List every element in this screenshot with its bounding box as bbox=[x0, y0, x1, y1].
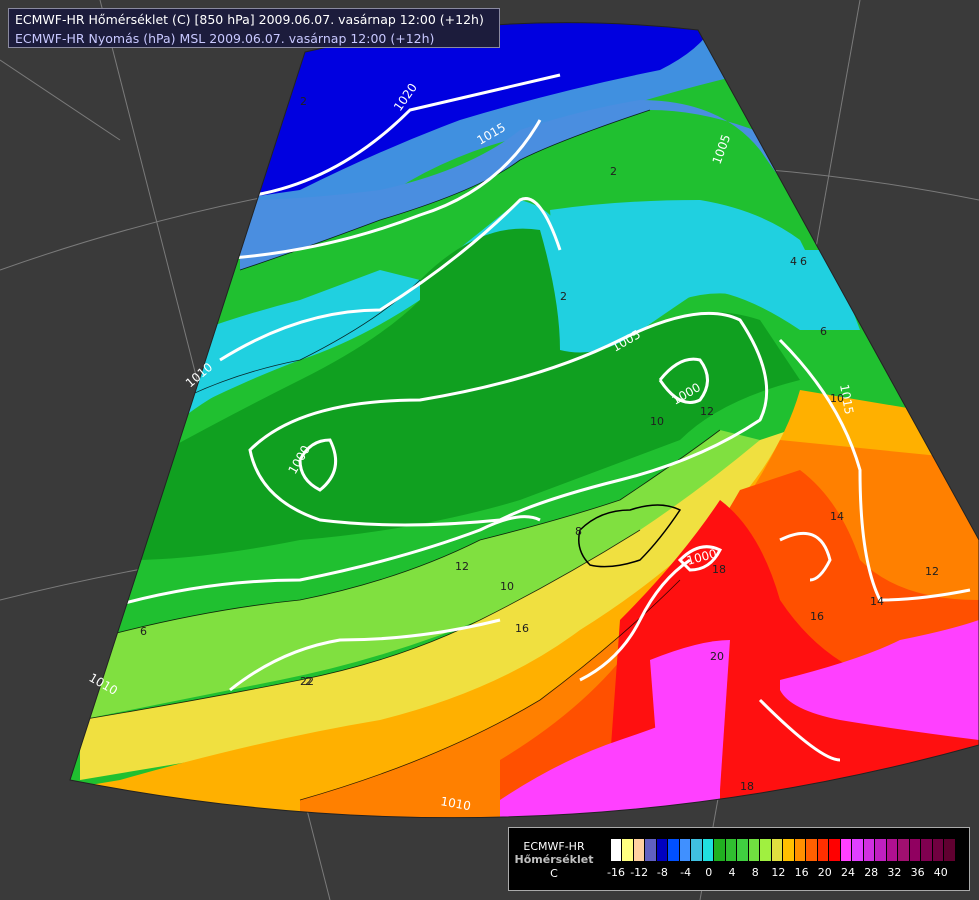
legend-swatch bbox=[829, 839, 841, 861]
isotherm-label: 2 bbox=[610, 165, 617, 178]
legend-tick-label: 20 bbox=[817, 866, 832, 879]
legend-swatch bbox=[794, 839, 806, 861]
legend-unit: C bbox=[550, 867, 558, 880]
legend-swatch bbox=[622, 839, 634, 861]
legend-swatch bbox=[840, 839, 852, 861]
legend-swatch bbox=[725, 839, 737, 861]
legend-tick-label: 24 bbox=[841, 866, 855, 879]
legend-swatch bbox=[806, 839, 818, 861]
isotherm-label: 12 bbox=[700, 405, 714, 418]
legend-variable: Hőmérséklet bbox=[514, 853, 594, 866]
legend-tick-label: 12 bbox=[771, 866, 786, 879]
isotherm-label: 14 bbox=[870, 595, 884, 608]
isotherm-label: 18 bbox=[740, 780, 754, 793]
legend-swatch bbox=[932, 839, 944, 861]
isotherm-label: 20 bbox=[710, 650, 724, 663]
legend-swatch bbox=[898, 839, 910, 861]
legend-swatch bbox=[691, 839, 703, 861]
legend-swatch bbox=[656, 839, 668, 861]
isotherm-label: 4 bbox=[790, 255, 797, 268]
legend-swatch bbox=[817, 839, 829, 861]
isotherm-label: 18 bbox=[712, 563, 726, 576]
color-legend: ECMWF-HR Hőmérséklet C -16 -12 -8 -4 0 4 8 12 16… bbox=[508, 827, 970, 891]
legend-swatch bbox=[909, 839, 921, 861]
legend-tick-label: -4 bbox=[680, 866, 692, 879]
legend-swatch bbox=[714, 839, 726, 861]
isobar-label: 1010 bbox=[439, 794, 472, 813]
isotherm-label: 6 bbox=[820, 325, 827, 338]
isotherm-label: 14 bbox=[830, 510, 844, 523]
legend-swatch bbox=[668, 839, 680, 861]
temperature-title: ECMWF-HR Hőmérséklet (C) [850 hPa] 2009.… bbox=[15, 12, 484, 27]
legend-swatches bbox=[599, 839, 956, 861]
isotherm-label: 2 bbox=[560, 290, 567, 303]
isotherm-label: 10 bbox=[650, 415, 664, 428]
legend-tick-label: 32 bbox=[887, 866, 902, 879]
isotherm-labels: 2 2 2 2 4 6 6 8 10 10 10 12 12 12 14 14 … bbox=[140, 95, 939, 793]
legend-swatch bbox=[748, 839, 760, 861]
legend-tick-label: -12 bbox=[630, 866, 649, 879]
legend-swatch bbox=[771, 839, 783, 861]
legend-swatch bbox=[679, 839, 691, 861]
legend-tick-label: 8 bbox=[751, 866, 759, 879]
isobar-label: 1015 bbox=[837, 383, 856, 416]
legend-swatch bbox=[702, 839, 714, 861]
isotherm-label: 12 bbox=[925, 565, 939, 578]
legend-swatch bbox=[852, 839, 864, 861]
isotherm-label: 10 bbox=[500, 580, 514, 593]
legend-swatch bbox=[783, 839, 795, 861]
legend-tick-label: 0 bbox=[705, 866, 713, 879]
legend-swatch bbox=[599, 839, 611, 861]
legend-tick-label: -8 bbox=[656, 866, 668, 879]
isotherm-label: 12 bbox=[455, 560, 469, 573]
legend-model: ECMWF-HR bbox=[523, 840, 585, 853]
isotherm-label: 6 bbox=[140, 625, 147, 638]
legend-swatch bbox=[737, 839, 749, 861]
legend-swatch bbox=[875, 839, 887, 861]
isotherm-label: 16 bbox=[515, 622, 529, 635]
legend-swatch bbox=[944, 839, 956, 861]
isotherm-label: 6 bbox=[800, 255, 807, 268]
legend-swatch bbox=[921, 839, 933, 861]
legend-swatch bbox=[760, 839, 772, 861]
legend-swatch bbox=[610, 839, 622, 861]
map-title-box: ECMWF-HR Hőmérséklet (C) [850 hPa] 2009.… bbox=[8, 8, 500, 48]
legend-tick-label: 28 bbox=[864, 866, 879, 879]
isotherm-label: 22 bbox=[300, 675, 314, 688]
isotherm-label: 2 bbox=[300, 95, 307, 108]
legend-tick-label: 40 bbox=[933, 866, 948, 879]
isotherm-label: 2 bbox=[305, 675, 312, 688]
isotherm-label: 10 bbox=[830, 392, 844, 405]
legend-ticks: -16 -12 -8 -4 0 4 8 12 16 20 24 28 32 36 40 bbox=[599, 866, 961, 880]
legend-swatch bbox=[886, 839, 898, 861]
legend-swatch bbox=[645, 839, 657, 861]
legend-tick-label: 16 bbox=[794, 866, 809, 879]
legend-swatch bbox=[633, 839, 645, 861]
legend-tick-label: 4 bbox=[728, 866, 736, 879]
isotherm-label: 8 bbox=[575, 525, 582, 538]
pressure-title: ECMWF-HR Nyomás (hPa) MSL 2009.06.07. va… bbox=[15, 31, 435, 46]
legend-tick-label: 36 bbox=[910, 866, 925, 879]
legend-tick-label: -16 bbox=[607, 866, 625, 879]
legend-swatch bbox=[863, 839, 875, 861]
isotherm-label: 16 bbox=[810, 610, 824, 623]
